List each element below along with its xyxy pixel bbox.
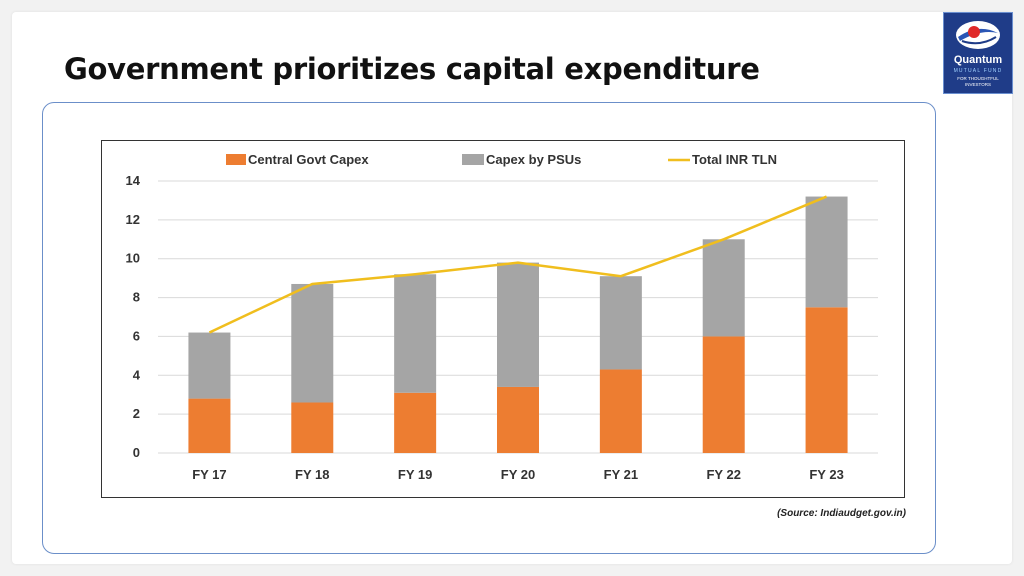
logo-emblem-icon <box>956 21 1000 49</box>
y-tick-label: 8 <box>133 290 140 305</box>
bar-capex-by-psus <box>702 239 745 337</box>
bar-central-govt-capex <box>291 402 334 453</box>
bar-central-govt-capex <box>188 398 231 453</box>
x-tick-label: FY 20 <box>501 467 535 482</box>
y-tick-label: 12 <box>126 212 140 227</box>
x-tick-label: FY 21 <box>604 467 638 482</box>
bar-central-govt-capex <box>394 392 437 453</box>
x-tick-label: FY 17 <box>192 467 226 482</box>
legend-swatch-central-govt-capex <box>226 154 246 165</box>
line-total-inr-tln <box>208 195 828 334</box>
page-title: Government prioritizes capital expenditu… <box>64 52 760 86</box>
x-tick-label: FY 22 <box>706 467 740 482</box>
bar-central-govt-capex <box>497 386 539 453</box>
x-tick-label: FY 23 <box>809 467 843 482</box>
bar-capex-by-psus <box>291 283 334 403</box>
quantum-logo: Quantum MUTUAL FUND FOR THOUGHTFUL INVES… <box>943 12 1013 94</box>
legend-label-total-inr-tln: Total INR TLN <box>692 152 777 167</box>
bar-capex-by-psus <box>805 196 848 308</box>
x-tick-label: FY 19 <box>398 467 432 482</box>
bar-capex-by-psus <box>599 276 642 370</box>
y-tick-label: 4 <box>133 367 141 382</box>
x-tick-label: FY 18 <box>295 467 329 482</box>
y-tick-label: 10 <box>126 251 140 266</box>
legend-label-capex-by-psus: Capex by PSUs <box>486 152 581 167</box>
bar-central-govt-capex <box>599 369 642 453</box>
source-note: (Source: Indiaudget.gov.in) <box>777 508 906 519</box>
capex-chart: 0 2 4 6 8 10 12 14 FY 17 FY 18 FY 19 FY 20 FY 21 FY 2… <box>126 152 878 482</box>
y-tick-label: 2 <box>133 406 140 421</box>
y-tick-label: 6 <box>133 328 140 343</box>
bar-capex-by-psus <box>394 274 437 393</box>
bar-central-govt-capex <box>702 336 745 453</box>
chart-plot-area: 0 2 4 6 8 10 12 14 FY 17 FY 18 FY 19 FY 20 FY 21 FY 2… <box>101 140 905 498</box>
y-tick-label: 0 <box>133 445 140 460</box>
bar-capex-by-psus <box>497 262 539 387</box>
y-tick-label: 14 <box>126 173 141 188</box>
bar-capex-by-psus <box>188 332 231 399</box>
logo-tagline: FOR THOUGHTFUL INVESTORS <box>957 76 999 87</box>
logo-brand: Quantum <box>953 54 1003 66</box>
logo-subtitle: MUTUAL FUND <box>953 68 1003 74</box>
bar-central-govt-capex <box>805 307 848 453</box>
legend-swatch-capex-by-psus <box>462 154 484 165</box>
legend-label-central-govt-capex: Central Govt Capex <box>248 152 369 167</box>
